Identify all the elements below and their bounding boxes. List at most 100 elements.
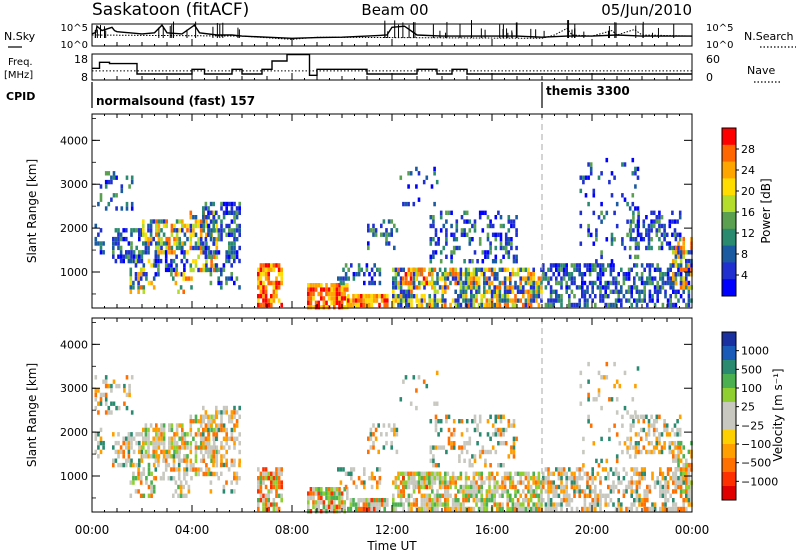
heatmap-cell	[154, 263, 158, 268]
heatmap-cell	[542, 267, 545, 272]
heatmap-cell	[666, 480, 670, 485]
heatmap-cell	[362, 502, 366, 507]
heatmap-cell	[207, 449, 210, 455]
heatmap-cell	[630, 267, 633, 272]
heatmap-cell	[486, 254, 490, 259]
heatmap-cell	[498, 493, 502, 498]
heatmap-cell	[346, 487, 349, 492]
heatmap-cell	[678, 215, 682, 220]
heatmap-cell	[594, 498, 597, 503]
heatmap-cell	[197, 241, 200, 246]
heatmap-cell	[516, 285, 520, 290]
heatmap-cell	[189, 467, 193, 472]
heatmap-cell	[320, 509, 323, 514]
heatmap-cell	[441, 294, 444, 299]
heatmap-cell	[444, 302, 447, 308]
heatmap-cell	[623, 405, 627, 411]
heatmap-cell	[215, 237, 219, 242]
heatmap-cell	[187, 276, 191, 281]
heatmap-cell	[555, 493, 558, 498]
heatmap-cell	[446, 276, 450, 281]
heatmap-cell	[187, 489, 191, 494]
heatmap-cell	[685, 302, 688, 308]
heatmap-cell	[272, 476, 276, 481]
heatmap-cell	[547, 276, 550, 281]
heatmap-cell	[599, 506, 602, 512]
heatmap-cell	[549, 294, 553, 299]
heatmap-cell	[333, 491, 336, 496]
heatmap-cell	[197, 467, 200, 472]
heatmap-cell	[164, 250, 168, 255]
heatmap-cell	[94, 392, 98, 398]
heatmap-cell	[259, 294, 263, 299]
heatmap-cell	[498, 502, 502, 507]
heatmap-cell	[529, 493, 533, 498]
heatmap-cell	[652, 219, 656, 224]
heatmap-cell	[678, 414, 682, 419]
heatmap-cell	[486, 419, 490, 424]
heatmap-cell	[457, 276, 460, 281]
heatmap-cell	[501, 506, 504, 512]
heatmap-cell	[484, 250, 487, 255]
heatmap-cell	[679, 476, 683, 481]
heatmap-cell	[138, 236, 141, 242]
heatmap-cell	[459, 476, 463, 481]
heatmap-cell	[467, 506, 470, 512]
heatmap-cell	[648, 298, 652, 303]
heatmap-cell	[529, 484, 533, 490]
heatmap-cell	[337, 276, 340, 281]
heatmap-cell	[650, 237, 653, 242]
heatmap-cell	[340, 283, 344, 288]
heatmap-cell	[155, 449, 158, 455]
heatmap-cell	[357, 506, 360, 512]
heatmap-cell	[175, 454, 178, 459]
heatmap-cell	[504, 427, 508, 433]
heatmap-cell	[445, 210, 448, 215]
heatmap-cell	[672, 502, 675, 507]
heatmap-cell	[209, 250, 213, 255]
colorbar-swatch	[722, 374, 736, 389]
heatmap-cell	[460, 232, 464, 237]
heatmap-cell	[399, 480, 403, 485]
heatmap-cell	[524, 302, 528, 308]
heatmap-cell	[139, 276, 143, 281]
heatmap-cell	[599, 489, 602, 494]
heatmap-cell	[380, 432, 383, 437]
heatmap-cell	[230, 276, 233, 281]
heatmap-cell	[615, 201, 619, 207]
heatmap-cell	[128, 388, 131, 393]
heatmap-cell	[498, 298, 502, 303]
heatmap-cell	[639, 237, 643, 242]
heatmap-cell	[431, 489, 434, 494]
heatmap-cell	[130, 250, 133, 255]
heatmap-cell	[650, 441, 653, 446]
heatmap-cell	[186, 228, 189, 233]
heatmap-cell	[267, 298, 270, 303]
heatmap-cell	[436, 489, 439, 494]
heatmap-cell	[238, 228, 241, 233]
heatmap-cell	[608, 427, 611, 433]
heatmap-cell	[132, 462, 135, 468]
heatmap-cell	[485, 476, 489, 481]
heatmap-cell	[633, 471, 636, 476]
heatmap-cell	[433, 502, 437, 507]
heatmap-cell	[457, 506, 460, 512]
heatmap-cell	[144, 440, 148, 446]
heatmap-cell	[433, 280, 437, 286]
heatmap-cell	[175, 219, 179, 224]
heatmap-cell	[417, 484, 421, 490]
heatmap-cell	[377, 423, 380, 428]
heatmap-cell	[360, 267, 363, 272]
heatmap-cell	[365, 498, 368, 503]
heatmap-cell	[457, 302, 460, 308]
heatmap-cell	[483, 285, 486, 290]
heatmap-cell	[664, 272, 667, 277]
heatmap-cell	[591, 289, 594, 294]
heatmap-cell	[573, 484, 576, 490]
heatmap-cell	[470, 493, 473, 498]
heatmap-cell	[433, 506, 437, 512]
heatmap-cell	[581, 476, 584, 481]
heatmap-cell	[600, 375, 603, 380]
heatmap-cell	[272, 267, 276, 272]
heatmap-cell	[621, 449, 624, 455]
